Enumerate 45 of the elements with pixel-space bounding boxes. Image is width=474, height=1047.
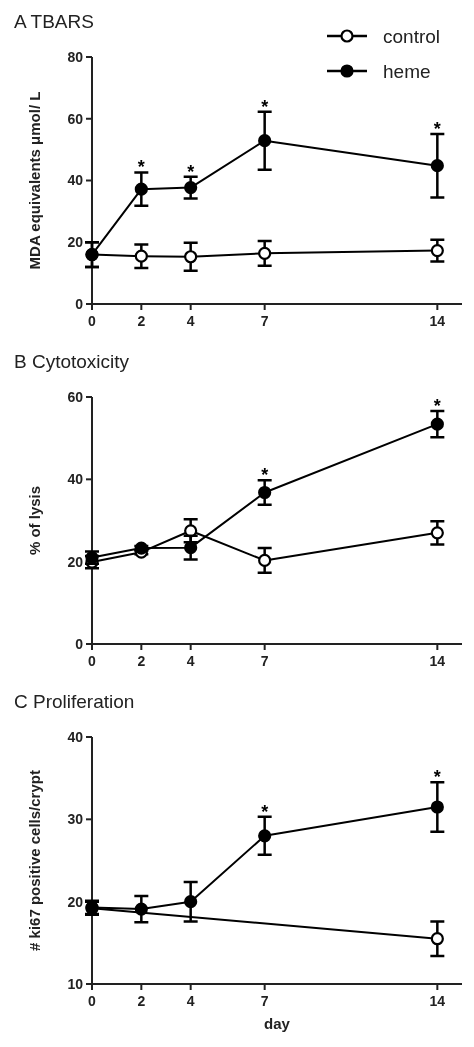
chart-title: B Cytotoxicity bbox=[14, 351, 130, 372]
x-tick-label: 14 bbox=[429, 313, 446, 329]
x-tick-label: 14 bbox=[429, 993, 446, 1009]
x-tick-label: 4 bbox=[186, 653, 195, 669]
x-axis-title: day bbox=[264, 1015, 291, 1032]
y-tick-label: 0 bbox=[75, 295, 84, 312]
x-tick-label: 4 bbox=[186, 993, 195, 1009]
y-tick-label: 20 bbox=[67, 893, 84, 910]
y-tick-label: 60 bbox=[67, 110, 84, 127]
x-tick-label: 0 bbox=[88, 993, 97, 1009]
y-tick-label: 80 bbox=[67, 48, 84, 65]
annotation: * bbox=[261, 801, 269, 822]
annotation: * bbox=[433, 767, 441, 788]
chart-title: C Proliferation bbox=[14, 691, 135, 712]
y-tick-label: 40 bbox=[67, 172, 84, 189]
annotation: * bbox=[187, 161, 195, 182]
x-tick-label: 0 bbox=[88, 653, 97, 669]
chart-title: A TBARS bbox=[14, 11, 94, 32]
x-tick-label: 2 bbox=[137, 653, 146, 669]
y-tick-label: 60 bbox=[67, 388, 84, 405]
x-tick-label: 0 bbox=[88, 313, 97, 329]
y-axis-title: % of lysis bbox=[26, 485, 43, 556]
x-tick-label: 2 bbox=[137, 993, 146, 1009]
annotation: * bbox=[261, 465, 269, 486]
y-axis-title: MDA equivalents μmol/ L bbox=[26, 91, 43, 270]
legend-label: heme bbox=[383, 60, 431, 82]
y-tick-label: 0 bbox=[75, 635, 84, 652]
annotation: * bbox=[433, 118, 441, 139]
x-tick-label: 7 bbox=[260, 993, 269, 1009]
y-tick-label: 10 bbox=[67, 975, 84, 992]
x-tick-label: 7 bbox=[260, 653, 269, 669]
annotation: * bbox=[261, 96, 269, 117]
y-tick-label: 40 bbox=[67, 728, 84, 745]
x-tick-label: 7 bbox=[260, 313, 269, 329]
y-axis-title: # ki67 positive cells/crypt bbox=[26, 770, 43, 951]
y-tick-label: 40 bbox=[67, 471, 84, 488]
x-tick-label: 14 bbox=[429, 653, 446, 669]
x-tick-label: 4 bbox=[186, 313, 195, 329]
y-tick-label: 20 bbox=[67, 553, 84, 570]
annotation: * bbox=[137, 157, 145, 178]
y-tick-label: 30 bbox=[67, 811, 84, 828]
annotation: * bbox=[433, 396, 441, 416]
legend-label: control bbox=[383, 25, 441, 47]
y-tick-label: 20 bbox=[67, 234, 84, 251]
x-tick-label: 2 bbox=[137, 313, 146, 329]
